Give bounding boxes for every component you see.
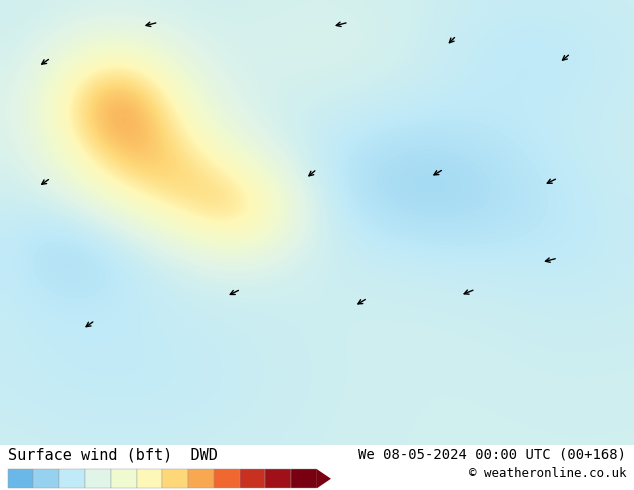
Bar <box>240 469 266 488</box>
Bar <box>59 469 85 488</box>
Bar <box>266 469 291 488</box>
Bar <box>136 469 162 488</box>
Bar <box>188 469 214 488</box>
Text: © weatheronline.co.uk: © weatheronline.co.uk <box>469 467 626 481</box>
Text: We 08-05-2024 00:00 UTC (00+168): We 08-05-2024 00:00 UTC (00+168) <box>358 447 626 461</box>
Bar <box>111 469 136 488</box>
Bar <box>162 469 188 488</box>
Bar <box>214 469 240 488</box>
Bar <box>85 469 111 488</box>
Bar <box>8 469 34 488</box>
Bar <box>291 469 317 488</box>
Text: Surface wind (bft)  DWD: Surface wind (bft) DWD <box>8 447 217 462</box>
Bar <box>34 469 59 488</box>
Polygon shape <box>317 469 331 488</box>
